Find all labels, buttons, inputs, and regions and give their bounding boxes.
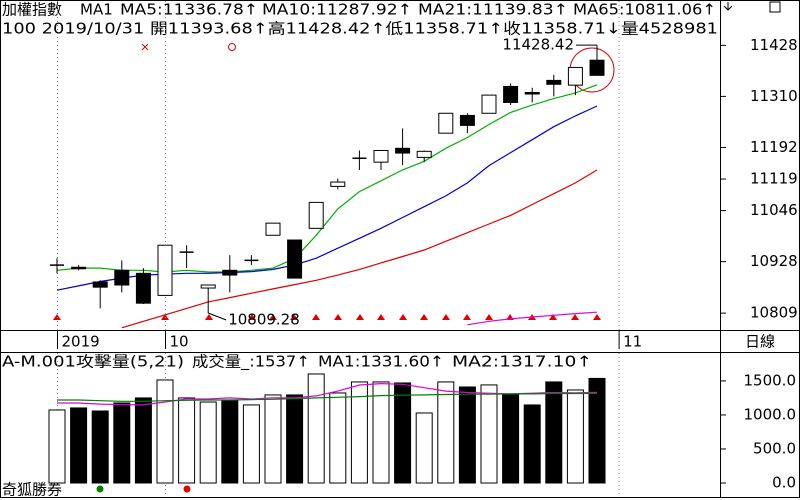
y-tick-label: 11428 <box>750 36 798 54</box>
brand: 奇狐勝券 <box>2 481 62 499</box>
volume-bar <box>480 384 498 484</box>
chart-subtitle: MA1 <box>80 1 113 19</box>
volume-bar <box>545 381 563 484</box>
volume-bar <box>178 397 196 484</box>
ma-line <box>121 169 598 329</box>
y-tick-label: 11192 <box>750 138 798 156</box>
candle-body <box>503 85 519 103</box>
x-tick-label: 10 <box>170 333 189 351</box>
volume-bar <box>588 377 606 484</box>
legend-entry: MA65:10811.06↑ <box>573 1 716 19</box>
candle-body <box>589 59 605 76</box>
candle-body <box>524 92 540 95</box>
volume-bar <box>113 402 131 484</box>
legend-entry: MA5:11336.78↑ <box>120 1 258 19</box>
volume-bar <box>566 389 584 484</box>
volume-bar <box>264 394 282 484</box>
candle-body <box>308 201 324 229</box>
volume-bar <box>70 407 88 484</box>
quote-info: 100 2019/10/31 開11393.68↑高11428.42↑低1135… <box>2 20 718 38</box>
volume-bar <box>394 382 412 484</box>
high-annotation: 11428.42 <box>502 36 574 54</box>
candle-body <box>71 266 87 270</box>
volume-bar <box>415 412 433 484</box>
y-tick-label: 11310 <box>750 87 798 105</box>
legend-entry: MA2:1317.10↑ <box>452 353 592 371</box>
volume-bar <box>91 410 109 484</box>
scroll-icons[interactable] <box>723 1 781 13</box>
y-tick-label: 10809 <box>750 304 798 322</box>
candle-body <box>395 147 411 154</box>
volume-bar <box>156 379 174 484</box>
marker-circle <box>228 43 236 51</box>
candle-body <box>416 150 432 158</box>
candle-body <box>287 239 303 279</box>
volume-bar <box>458 386 476 484</box>
volume-bar <box>502 394 520 484</box>
y-tick-label: 11046 <box>750 201 798 219</box>
volume-bar <box>286 394 304 484</box>
volume-bar <box>48 409 66 484</box>
candle-body <box>135 272 151 304</box>
ma-line <box>467 311 598 326</box>
legend-entry: 成交量_:1537↑ <box>192 353 310 372</box>
candle-body <box>438 112 454 134</box>
candle-body <box>567 66 583 86</box>
candle-body <box>330 181 346 187</box>
volume-bar <box>242 404 260 484</box>
candle-body <box>546 79 562 85</box>
candle-body <box>92 281 108 288</box>
volume-title: A-M.001攻擊量(5,21) <box>2 353 184 371</box>
volume-bar <box>523 404 541 484</box>
volume-bar <box>134 397 152 484</box>
candle-body <box>114 269 130 286</box>
volume-bar <box>329 392 347 484</box>
ma-line <box>57 392 598 402</box>
volume-bar <box>221 399 239 484</box>
candle-body <box>373 149 389 163</box>
period-label: 日線 <box>745 333 775 351</box>
candle-body <box>157 244 173 296</box>
y-tick-label: 500.0 <box>753 439 796 457</box>
candle-body <box>481 94 497 114</box>
legend-entry: MA10:11287.92↑ <box>262 1 412 19</box>
x-tick-label: 11 <box>623 333 642 351</box>
ma-line <box>56 84 598 273</box>
volume-bar <box>350 381 368 484</box>
volume-bar <box>199 401 217 484</box>
y-tick-label: 11119 <box>750 170 798 188</box>
marker-x <box>141 43 149 51</box>
candle-body <box>200 284 216 289</box>
x-tick-label: 2019 <box>62 333 100 351</box>
chart-title: 加權指數 <box>2 1 62 19</box>
y-tick-label: 0.0 <box>772 474 796 492</box>
candle-body <box>265 222 281 236</box>
y-tick-label: 10928 <box>750 252 798 270</box>
volume-bar <box>437 381 455 484</box>
low-leader <box>208 312 227 321</box>
candle-body <box>222 269 238 276</box>
low-annotation: 10809.28 <box>228 311 300 329</box>
volume-bar <box>372 381 390 484</box>
legend-entry: MA21:11139.83↑ <box>418 1 568 19</box>
volume-bar <box>307 373 325 484</box>
legend-entry: MA1:1331.60↑ <box>318 353 444 371</box>
y-tick-label: 1000.0 <box>744 405 797 423</box>
candle-body <box>459 114 475 126</box>
y-tick-label: 1500.0 <box>744 371 797 389</box>
signal-triangles <box>53 314 601 320</box>
